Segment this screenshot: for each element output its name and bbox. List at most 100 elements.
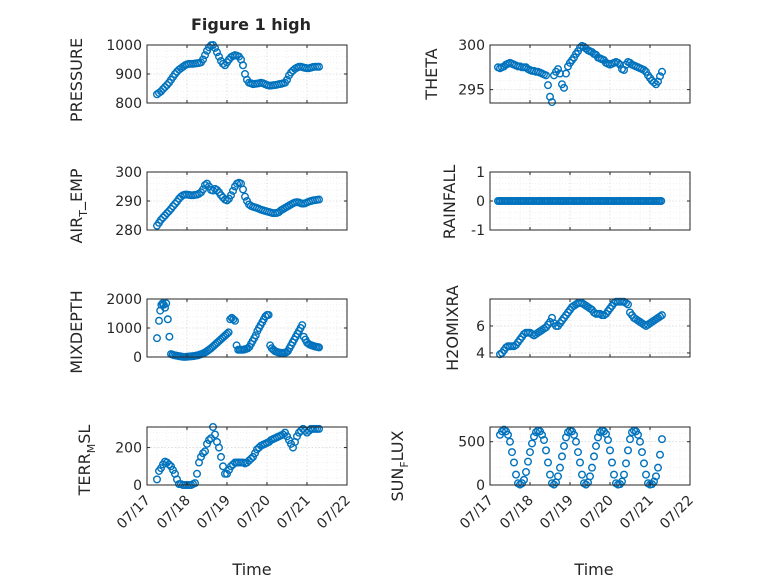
y-tick-label: -1 [471,223,485,239]
data-point [608,458,617,467]
data-point [152,475,161,484]
data-point [640,65,649,74]
y-tick-label: 0 [133,478,142,494]
panel-mixdepth: 0 1000 2000 [106,292,348,366]
data-point [656,450,665,459]
data-point [154,316,163,325]
ylabel-theta: THETA [422,48,441,100]
data-point [170,199,179,208]
y-tick-label: 295 [458,83,485,99]
data-point [560,442,569,451]
data-point [500,425,509,434]
data-point [240,192,249,201]
ylabel-terrmsl: TERRMSL [75,425,98,497]
data-point [218,59,227,68]
x-tick-label: 07/22 [314,493,354,533]
data-point [162,81,171,90]
data-point [604,435,613,444]
data-point [562,433,571,442]
ylabel-h2omixra: H2OMIXRA [443,285,462,371]
data-point [246,454,255,463]
data-point [636,437,645,446]
y-tick-label: 500 [458,435,485,451]
y-tick-label: 300 [115,165,142,181]
data-point [238,185,247,194]
panel-theta: 295 300 [458,38,691,107]
xlabel-right: Time [573,560,613,579]
data-point [165,332,174,341]
data-point [158,85,167,94]
data-point [504,430,513,439]
data-point [544,81,553,90]
data-point [251,331,260,340]
data-point [216,452,225,461]
data-point [554,472,563,481]
data-point [624,446,633,455]
data-point [226,315,235,324]
data-point [200,51,209,60]
data-point [576,458,585,467]
data-point [158,213,167,222]
data-point [192,469,201,478]
data-point [578,470,587,479]
data-point [315,343,324,352]
data-point [210,430,219,439]
data-point [152,334,161,343]
data-point [586,472,595,481]
data-point [283,75,292,84]
data-point [200,447,209,456]
data-point [216,191,225,200]
y-tick-label: 900 [115,67,142,83]
panel-terrmsl: 0 200 07/17 07/18 07/19 07/20 07/21 07/22 [114,423,354,533]
data-point [194,189,203,198]
data-point [172,475,181,484]
y-tick-label: 200 [115,441,142,457]
data-point [522,468,531,477]
data-point [524,457,533,466]
data-point [528,439,537,448]
data-point [554,65,563,74]
ylabel-pressure: PRESSURE [67,38,86,122]
panel-sunflux: 0 500 07/17 07/18 07/19 07/20 07/21 07/22 [457,425,697,533]
data-point [658,311,667,320]
data-point [160,303,169,312]
data-point [164,207,173,216]
panel-rainfall: -1 0 1 [471,165,691,239]
data-point [556,463,565,472]
x-tick-label: 07/17 [457,493,497,533]
data-point [560,83,569,92]
data-point [315,424,324,433]
data-point [224,328,233,337]
data-point [546,317,555,326]
x-tick-label: 07/17 [114,493,154,533]
data-point [160,83,169,92]
axes-box [489,298,691,358]
x-tick-label: 07/21 [617,493,657,533]
data-point [622,459,631,468]
data-point [654,463,663,472]
data-point [538,430,547,439]
data-point [546,470,555,479]
data-point [640,459,649,468]
panel-airtemp: 280 290 300 [115,165,348,239]
x-tick-label: 07/18 [497,493,537,533]
data-point [212,48,221,57]
data-point [222,329,231,338]
data-point [658,67,667,76]
data-point [212,185,221,194]
data-point [544,458,553,467]
y-tick-label: 280 [115,223,142,239]
data-point [594,433,603,442]
ylabel-mixdepth: MIXDEPTH [67,290,86,373]
x-tick-label: 07/19 [537,493,577,533]
x-tick-label: 07/19 [194,493,234,533]
data-point [652,472,661,481]
x-tick-label: 07/20 [234,493,274,533]
ylabel-rainfall: RAINFALL [440,165,459,240]
data-point [170,69,179,78]
data-point [530,432,539,441]
data-point [542,71,551,80]
y-tick-label: 300 [458,38,485,54]
x-tick-label: 07/18 [154,493,194,533]
